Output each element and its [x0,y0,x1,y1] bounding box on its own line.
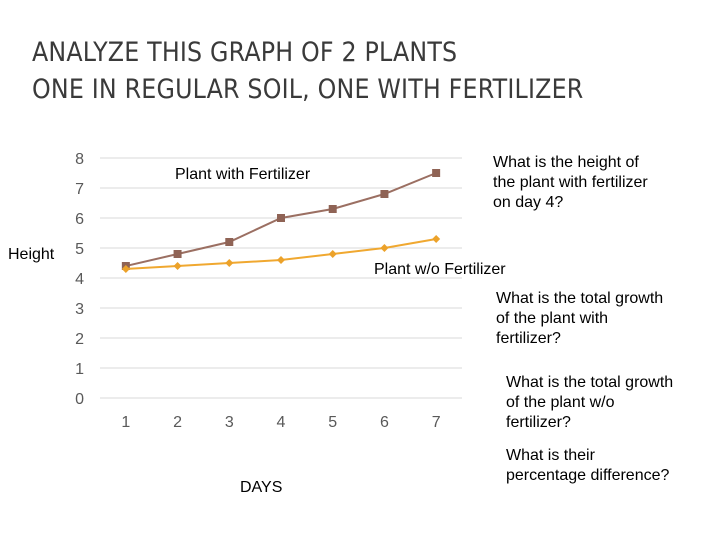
question-line: What is the total growth [506,374,674,391]
data-point-no-fertilizer [225,259,234,267]
x-tick-label: 1 [121,414,130,431]
question-growth-fertilizer: What is the total growth of the plant wi… [496,289,663,349]
data-point-fertilizer [328,205,337,213]
data-point-no-fertilizer [380,244,389,252]
data-point-fertilizer [380,190,389,198]
question-line: fertilizer? [506,414,571,431]
y-tick-labels: 0 1 2 3 4 5 6 7 8 [75,151,84,408]
x-tick-label: 7 [432,414,441,431]
data-point-fertilizer [173,250,182,258]
question-line: What is the height of [493,154,639,171]
data-point-no-fertilizer [432,235,441,243]
question-line: on day 4? [493,194,564,211]
y-tick-label: 0 [75,391,84,408]
x-axis-label: DAYS [240,479,283,496]
y-tick-label: 6 [75,211,84,228]
question-line: What is their [506,447,595,464]
y-tick-label: 8 [75,151,84,168]
question-height-day4: What is the height of the plant with fer… [493,153,648,213]
y-tick-label: 7 [75,181,84,198]
x-tick-label: 5 [328,414,337,431]
data-point-fertilizer [277,214,285,222]
y-tick-label: 1 [75,361,84,378]
data-point-no-fertilizer [121,265,130,273]
question-line: percentage difference? [506,467,670,484]
title-line-2: ONE IN REGULAR SOIL, ONE WITH FERTILIZER [32,74,584,105]
data-point-fertilizer [432,169,441,177]
data-point-no-fertilizer [328,250,337,258]
question-percentage-difference: What is their percentage difference? [506,446,669,486]
y-tick-label: 3 [75,301,84,318]
y-axis-label: Height [8,246,55,263]
y-tick-label: 5 [75,241,84,258]
question-growth-no-fertilizer: What is the total growth of the plant w/… [506,373,673,433]
y-tick-label: 2 [75,331,84,348]
data-point-no-fertilizer [277,256,285,264]
data-point-no-fertilizer [173,262,182,270]
series-label-no-fertilizer: Plant w/o Fertilizer [374,261,506,278]
slide-title: ANALYZE THIS GRAPH OF 2 PLANTS ONE IN RE… [32,34,583,108]
x-tick-label: 2 [173,414,182,431]
question-line: the plant with fertilizer [493,174,648,191]
x-tick-label: 6 [380,414,389,431]
question-line: of the plant with [496,310,609,327]
x-tick-label: 3 [225,414,234,431]
question-line: of the plant w/o [506,394,615,411]
series-label-fertilizer: Plant with Fertilizer [175,166,311,183]
series-group [121,169,441,273]
question-line: What is the total growth [496,290,664,307]
x-tick-labels: 1 2 3 4 5 6 7 [121,414,440,431]
question-line: fertilizer? [496,330,561,347]
y-tick-label: 4 [75,271,84,288]
x-tick-label: 4 [277,414,286,431]
data-point-fertilizer [225,238,234,246]
title-line-1: ANALYZE THIS GRAPH OF 2 PLANTS [32,37,458,68]
